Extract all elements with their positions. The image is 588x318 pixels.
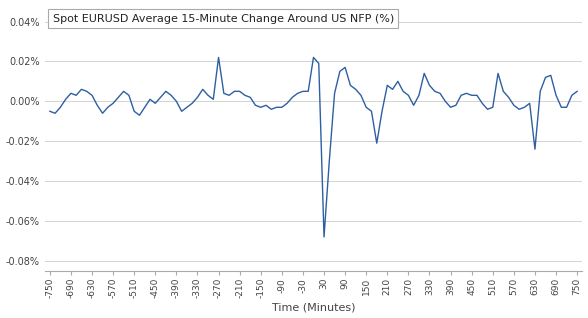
Text: Spot EURUSD Average 15-Minute Change Around US NFP (%): Spot EURUSD Average 15-Minute Change Aro…	[52, 13, 394, 24]
X-axis label: Time (Minutes): Time (Minutes)	[272, 302, 355, 313]
